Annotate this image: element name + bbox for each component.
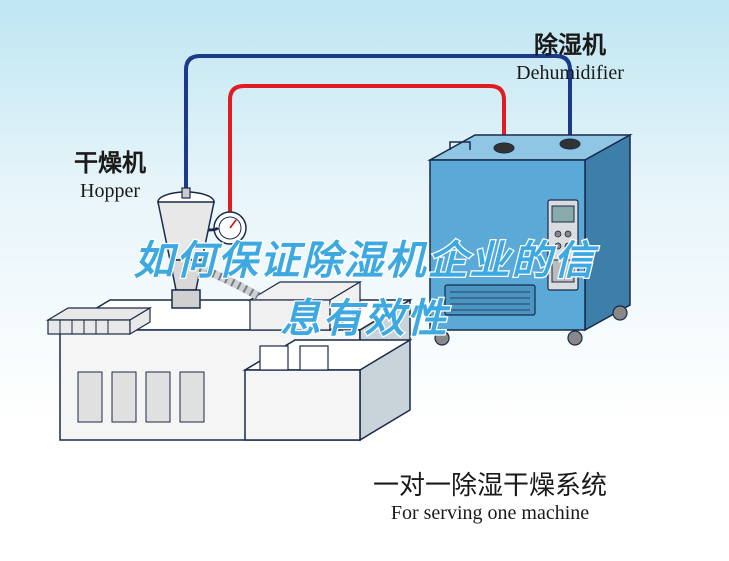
dehumidifier-label-cn: 除湿机 [470, 32, 670, 61]
overlay-title: 如何保证除湿机企业的信 息有效性 [0, 228, 729, 344]
hopper-label: 干燥机 Hopper [40, 150, 180, 203]
system-label-en: For serving one machine [290, 501, 690, 525]
dehumidifier-inlet-right [560, 139, 580, 149]
dehumidifier-panel-screen [552, 206, 574, 222]
extruder-box2 [300, 346, 328, 370]
hopper-lid-knob [182, 188, 190, 198]
dehumidifier-label-en: Dehumidifier [470, 61, 670, 85]
hopper-label-cn: 干燥机 [40, 150, 180, 179]
dehumidifier-inlet-left [494, 143, 514, 153]
dehumidifier-label: 除湿机 Dehumidifier [470, 32, 670, 85]
label-pointers [0, 0, 300, 150]
system-label-cn: 一对一除湿干燥系统 [290, 470, 690, 501]
extruder-step-front [245, 370, 360, 440]
overlay-line2: 息有效性 [281, 297, 449, 341]
extruder-box1 [260, 346, 288, 370]
system-label: 一对一除湿干燥系统 For serving one machine [290, 470, 690, 525]
overlay-line1: 如何保证除湿机企业的信 [134, 239, 596, 283]
hopper-label-en: Hopper [40, 179, 180, 203]
